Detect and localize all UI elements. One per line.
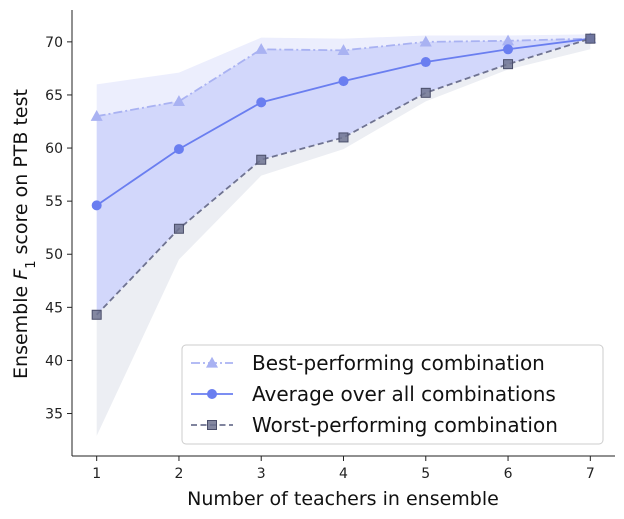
y-tick-label: 70 — [45, 35, 63, 51]
data-point-2-2 — [256, 154, 267, 165]
data-point-1-4 — [420, 57, 431, 68]
data-point-1-1 — [173, 144, 184, 155]
data-point-0-3 — [337, 44, 350, 55]
x-tick-label: 7 — [586, 466, 595, 482]
legend-label-2: Worst-performing combination — [252, 413, 558, 437]
y-tick-label: 50 — [45, 247, 63, 263]
y-tick-label: 45 — [45, 300, 63, 316]
series-markers — [90, 32, 597, 320]
data-point-1-0 — [91, 200, 102, 211]
x-axis-label: Number of teachers in ensemble — [187, 488, 499, 510]
confidence-bands — [96, 34, 591, 436]
legend-marker-1 — [207, 389, 217, 399]
band-0 — [96, 34, 591, 117]
legend-marker-0 — [205, 356, 219, 368]
data-point-0-2 — [255, 43, 268, 54]
data-point-0-1 — [172, 95, 185, 106]
y-axis-ticks: 35 40 45 50 55 60 65 70 — [45, 35, 72, 423]
x-tick-label: 4 — [339, 466, 348, 482]
data-point-2-6 — [585, 33, 596, 44]
y-tick-label: 40 — [45, 353, 63, 369]
x-tick-label: 6 — [504, 466, 513, 482]
band-2 — [96, 38, 591, 436]
y-axis-label: Ensemble F1 score on PTB test — [10, 89, 39, 379]
x-tick-label: 3 — [257, 466, 266, 482]
y-tick-label: 60 — [45, 141, 63, 157]
data-point-1-5 — [503, 44, 514, 55]
y-tick-label: 35 — [45, 407, 63, 423]
legend-label-0: Best-performing combination — [252, 351, 545, 375]
data-point-2-3 — [338, 132, 349, 143]
legend-box — [181, 344, 604, 445]
x-tick-label: 5 — [421, 466, 430, 482]
data-point-0-0 — [90, 109, 103, 121]
data-point-1-2 — [256, 97, 267, 108]
legend-label-1: Average over all combinations — [252, 382, 556, 406]
data-point-2-4 — [420, 87, 431, 98]
data-point-0-4 — [419, 35, 432, 47]
x-axis-ticks: 1 2 3 4 5 6 7 — [92, 456, 595, 482]
x-tick-label: 1 — [92, 466, 101, 482]
legend: Best-performing combination Average over … — [181, 344, 604, 445]
data-point-2-0 — [91, 309, 102, 320]
x-tick-label: 2 — [174, 466, 183, 482]
data-point-2-5 — [503, 59, 514, 70]
band-1 — [96, 38, 591, 315]
y-tick-label: 65 — [45, 88, 63, 104]
legend-marker-2 — [207, 420, 217, 430]
y-tick-label: 55 — [45, 194, 63, 210]
data-point-2-1 — [173, 223, 184, 234]
data-point-1-3 — [338, 76, 349, 87]
